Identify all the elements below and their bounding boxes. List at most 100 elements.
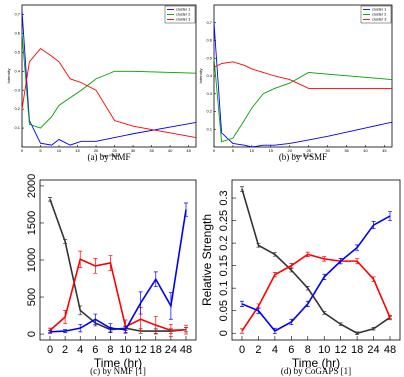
error-bar (63, 310, 68, 325)
error-bar (93, 258, 98, 274)
x-tick-label: 24 (165, 344, 177, 356)
error-bar (322, 273, 327, 280)
x-tick-label: 0 (47, 344, 53, 356)
x-tick-label: 0 (213, 148, 216, 153)
caption: (b) by VSMF (279, 152, 327, 162)
series-line (21, 33, 197, 129)
x-tick-label: 48 (384, 344, 396, 356)
legend-label: cluster 1 (176, 8, 190, 12)
error-bar (338, 322, 343, 326)
error-bar (256, 243, 261, 248)
y-tick-label: 0.1 (218, 281, 230, 296)
y-tick-label: 0.5 (206, 55, 212, 60)
caption: (d) by CoGAPS [1] (281, 366, 351, 376)
x-axis-label: Time (hr) (94, 356, 142, 370)
x-tick-label: 12 (135, 344, 147, 356)
series-line (21, 47, 197, 138)
error-bar (240, 186, 244, 192)
error-bar (289, 267, 294, 273)
x-tick-label: 10 (57, 148, 62, 153)
x-tick-label: 15 (269, 148, 274, 153)
x-axis-label: Time Point (294, 153, 314, 158)
x-tick-label: 40 (168, 148, 173, 153)
x-tick-label: 10 (250, 148, 255, 153)
y-tick-label: 0.15 (218, 255, 230, 276)
y-tick-label: 0.1 (206, 126, 212, 131)
y-tick-label: 1500 (26, 211, 38, 235)
y-axis-label: Intensity (6, 69, 11, 84)
x-tick-label: 15 (75, 148, 80, 153)
legend-box (164, 5, 196, 24)
x-tick-label: 25 (306, 148, 311, 153)
series-line (213, 58, 393, 143)
series-line (213, 61, 392, 89)
error-bar (168, 292, 173, 320)
y-tick-label: 0 (218, 330, 230, 336)
y-tick-label: 0.4 (14, 68, 20, 73)
legend-label: cluster 2 (176, 13, 190, 17)
plot-frame (21, 4, 197, 148)
series-line (49, 198, 187, 332)
error-bar (305, 251, 310, 257)
error-bar (138, 291, 143, 315)
error-bar (153, 315, 158, 335)
y-tick-label: 0.3 (14, 87, 20, 92)
legend-label: cluster 3 (176, 18, 190, 22)
x-tick-label: 45 (186, 148, 191, 153)
x-tick-label: 6 (288, 344, 294, 356)
legend-box (360, 5, 392, 24)
series-line (213, 22, 393, 148)
x-tick-label: 30 (325, 148, 330, 153)
x-tick-label: 24 (367, 344, 379, 356)
y-tick-label: 0.25 (218, 210, 230, 231)
error-bar (48, 330, 52, 334)
y-tick-label: 0.3 (218, 190, 230, 205)
x-tick-label: 45 (382, 148, 387, 153)
x-tick-label: 0 (21, 148, 24, 153)
error-bar (371, 276, 376, 282)
x-tick-label: 8 (305, 344, 311, 356)
x-tick-label: 48 (180, 344, 192, 356)
error-bar (355, 258, 360, 265)
x-tick-label: 2 (255, 344, 261, 356)
error-bar (305, 286, 310, 291)
x-tick-label: 35 (149, 148, 154, 153)
error-bar (78, 250, 83, 268)
x-tick-label: 5 (39, 148, 42, 153)
caption: (c) by NMF [1] (90, 366, 146, 376)
legend-label: cluster 1 (372, 8, 386, 12)
series-line (21, 10, 197, 146)
error-bar (93, 313, 98, 325)
error-bar (338, 258, 343, 265)
x-tick-label: 20 (288, 148, 293, 153)
x-tick-label: 20 (94, 148, 99, 153)
error-bar (48, 197, 52, 202)
y-tick-label: 0 (26, 331, 38, 337)
legend-label: cluster 3 (372, 18, 386, 22)
x-tick-label: 8 (107, 344, 113, 356)
x-tick-label: 30 (131, 148, 136, 153)
y-tick-label: 0.1 (14, 125, 20, 130)
error-bar (371, 327, 376, 331)
plot-frame (39, 179, 197, 341)
x-tick-label: 18 (150, 344, 162, 356)
error-bar (272, 327, 277, 335)
error-bar (355, 244, 360, 251)
error-bar (289, 318, 294, 326)
caption: (a) by NMF (88, 152, 131, 162)
error-bar (388, 211, 392, 221)
x-tick-label: 6 (92, 344, 98, 356)
error-bar (108, 323, 113, 333)
error-bar (153, 271, 158, 288)
error-bar (184, 202, 188, 217)
error-bar (272, 272, 277, 278)
series-line (241, 253, 391, 332)
error-bar (184, 324, 188, 335)
x-tick-label: 35 (344, 148, 349, 153)
x-axis-label: Time (hr) (292, 356, 340, 370)
x-tick-label: 40 (363, 148, 368, 153)
error-bar (256, 307, 261, 314)
error-bar (78, 324, 83, 333)
error-bar (289, 263, 294, 269)
